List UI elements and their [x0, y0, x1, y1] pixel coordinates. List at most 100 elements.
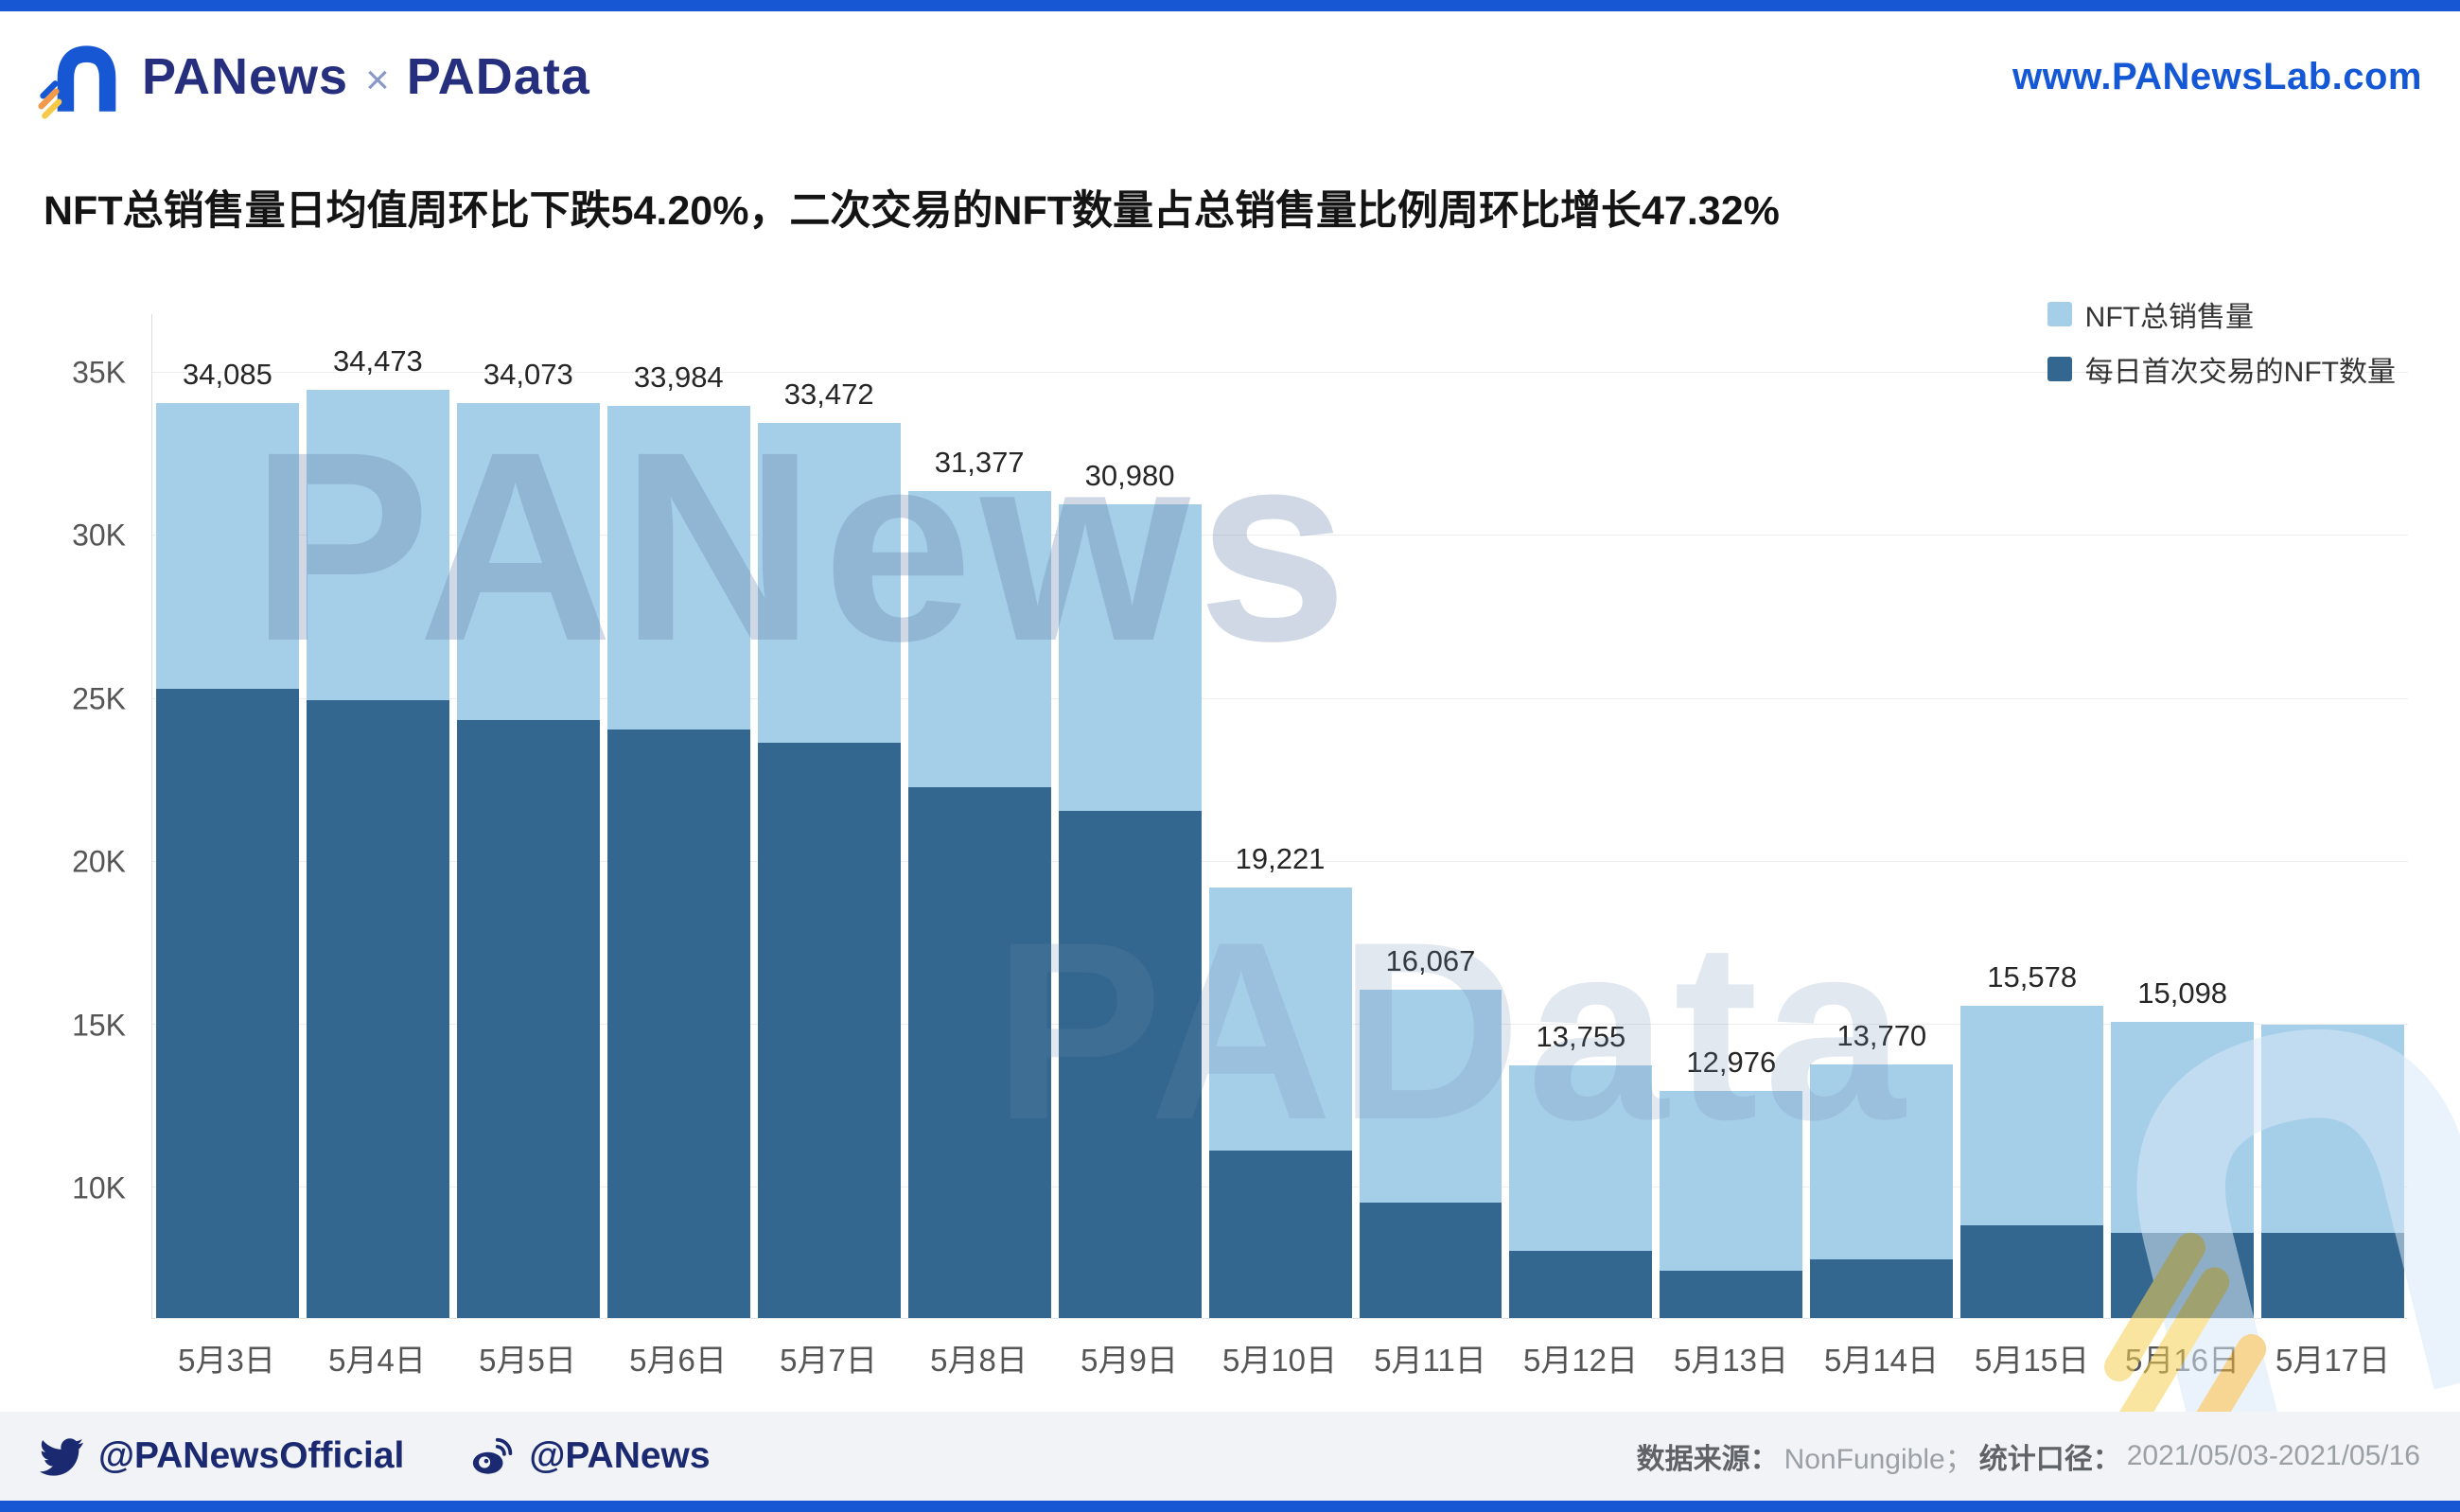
website-link[interactable]: www.PANewsLab.com	[2012, 55, 2422, 97]
data-source-note: 数据来源： NonFungible； 统计口径： 2021/05/03-2021…	[1637, 1435, 2420, 1477]
bar-group: 31,377	[905, 314, 1055, 1318]
panews-logo-icon	[38, 45, 116, 119]
gridline	[152, 372, 2408, 374]
bar-group: 33,984	[604, 314, 754, 1318]
weibo-handle: @PANews	[529, 1435, 711, 1476]
bar-value-label: 19,221	[1235, 841, 1326, 875]
bar-value-label: 34,085	[183, 357, 272, 391]
brand: PANews × PAData	[142, 47, 590, 106]
chart-section: NFT总销售量每日首次交易的NFT数量 10K 15K 20K 25K 30K 35K 3…	[43, 257, 2422, 1385]
bar-group: 19,221	[1205, 314, 1356, 1318]
x-axis-tick: 5月17日	[2275, 1343, 2391, 1378]
brand-padata: PAData	[406, 48, 590, 105]
bar-group: 13,755	[1505, 314, 1656, 1318]
y-axis-tick: 35K	[72, 355, 126, 390]
legend-label: NFT总销售量	[2084, 302, 2254, 333]
bar-group: 30,980	[1055, 314, 1205, 1318]
bar-first-trade	[1359, 1202, 1502, 1318]
bar-value-label: 33,984	[633, 360, 724, 395]
bar-first-trade	[1660, 1271, 1803, 1318]
x-axis-tick: 5月14日	[1823, 1343, 1940, 1378]
legend-swatch	[2047, 302, 2072, 326]
bar-value-label: 13,770	[1836, 1019, 1927, 1053]
gridline	[152, 697, 2408, 699]
weibo-icon	[473, 1437, 513, 1474]
bar-first-trade	[757, 743, 901, 1318]
twitter-handle: @PANewsOfficial	[98, 1435, 405, 1476]
x-axis-tick: 5月12日	[1522, 1343, 1639, 1378]
bar-first-trade	[2261, 1233, 2405, 1318]
bar-group: 34,073	[453, 314, 604, 1318]
bar-first-trade	[2111, 1233, 2255, 1318]
y-axis-tick: 30K	[72, 518, 126, 553]
legend: NFT总销售量每日首次交易的NFT数量	[2047, 293, 2396, 390]
legend-swatch	[2047, 357, 2072, 381]
brand-panews: PANews	[142, 48, 349, 105]
header: PANews × PAData www.PANewsLab.com	[0, 11, 2460, 142]
bar-group: 13,770	[1806, 314, 1957, 1318]
bar-first-trade	[1058, 811, 1202, 1318]
bar-first-trade	[606, 730, 750, 1318]
bars: 34,085 34,473 34,073 33,984 33,472 31,377 30,9…	[152, 314, 2408, 1318]
bar-group: 33,472	[754, 314, 905, 1318]
bar-first-trade	[1810, 1259, 1954, 1318]
x-axis-tick: 5月7日	[780, 1343, 877, 1378]
x-axis-tick: 5月5日	[479, 1343, 576, 1378]
bar-group: 34,473	[303, 314, 453, 1318]
y-axis-tick: 20K	[72, 844, 126, 879]
x-axis-tick: 5月11日	[1374, 1343, 1486, 1378]
x-axis-tick: 5月13日	[1673, 1343, 1789, 1378]
bar-group	[2258, 314, 2408, 1318]
page-title: NFT总销售量日均值周环比下跌54.20%，二次交易的NFT数量占总销售量比例周…	[44, 188, 1780, 234]
bar-group: 16,067	[1356, 314, 1506, 1318]
bar-value-label: 30,980	[1084, 458, 1175, 492]
x-axis-tick: 5月6日	[629, 1343, 727, 1378]
bottom-accent-bar	[0, 1501, 2460, 1512]
x-axis-tick: 5月16日	[2124, 1343, 2240, 1378]
bar-first-trade	[907, 786, 1051, 1318]
bar-group: 34,085	[152, 314, 303, 1318]
bar-first-trade	[1509, 1251, 1653, 1318]
bar-value-label: 34,073	[483, 357, 573, 391]
x-axis-tick: 5月4日	[328, 1343, 426, 1378]
period-label: 统计口径：	[1978, 1444, 2121, 1475]
bar-value-label: 31,377	[934, 445, 1025, 479]
bar-group: 15,578	[1957, 314, 2107, 1318]
x-axis-tick: 5月9日	[1081, 1343, 1178, 1378]
bar-first-trade	[306, 700, 449, 1318]
brand-separator: ×	[365, 57, 390, 103]
bar-value-label: 16,067	[1385, 944, 1476, 978]
source-label: 数据来源：	[1636, 1444, 1779, 1475]
period-value: 2021/05/03-2021/05/16	[2126, 1440, 2420, 1471]
twitter-icon	[40, 1438, 83, 1476]
bar-group: 12,976	[1656, 314, 1806, 1318]
y-axis-tick: 10K	[72, 1170, 126, 1205]
plot-area: 34,085 34,473 34,073 33,984 33,472 31,377 30,9…	[151, 314, 2408, 1319]
x-axis-tick: 5月3日	[178, 1343, 275, 1378]
bar-first-trade	[456, 719, 600, 1318]
source-value: NonFungible；	[1784, 1444, 1974, 1475]
gridline	[152, 535, 2408, 536]
top-accent-bar	[0, 0, 2460, 11]
weibo-link[interactable]: @PANews	[470, 1434, 711, 1478]
bar-value-label: 33,472	[783, 377, 874, 411]
y-axis: 10K 15K 20K 25K 30K 35K	[43, 314, 137, 1319]
y-axis-tick: 25K	[72, 681, 126, 716]
bar-value-label: 12,976	[1686, 1045, 1777, 1079]
legend-item: NFT总销售量	[2047, 293, 2396, 335]
bar-group: 15,098	[2107, 314, 2258, 1318]
legend-item: 每日首次交易的NFT数量	[2047, 348, 2396, 390]
bar-first-trade	[156, 689, 299, 1318]
bar-value-label: 34,473	[332, 344, 423, 378]
bar-first-trade	[1208, 1150, 1352, 1318]
x-axis-tick: 5月10日	[1221, 1343, 1338, 1378]
twitter-link[interactable]: @PANewsOfficial	[40, 1434, 404, 1478]
y-axis-tick: 15K	[72, 1008, 126, 1043]
bar-value-label: 13,755	[1536, 1019, 1626, 1053]
legend-label: 每日首次交易的NFT数量	[2084, 357, 2396, 388]
bar-value-label: 15,578	[1987, 960, 2078, 994]
x-axis-tick: 5月8日	[930, 1343, 1028, 1378]
x-axis: 5月3日 5月4日 5月5日 5月6日 5月7日 5月8日 5月9日 5月10日 5月11日 5月…	[151, 1330, 2408, 1385]
footer: @PANewsOfficial @PANews 数据来源： NonFungibl…	[0, 1412, 2460, 1501]
